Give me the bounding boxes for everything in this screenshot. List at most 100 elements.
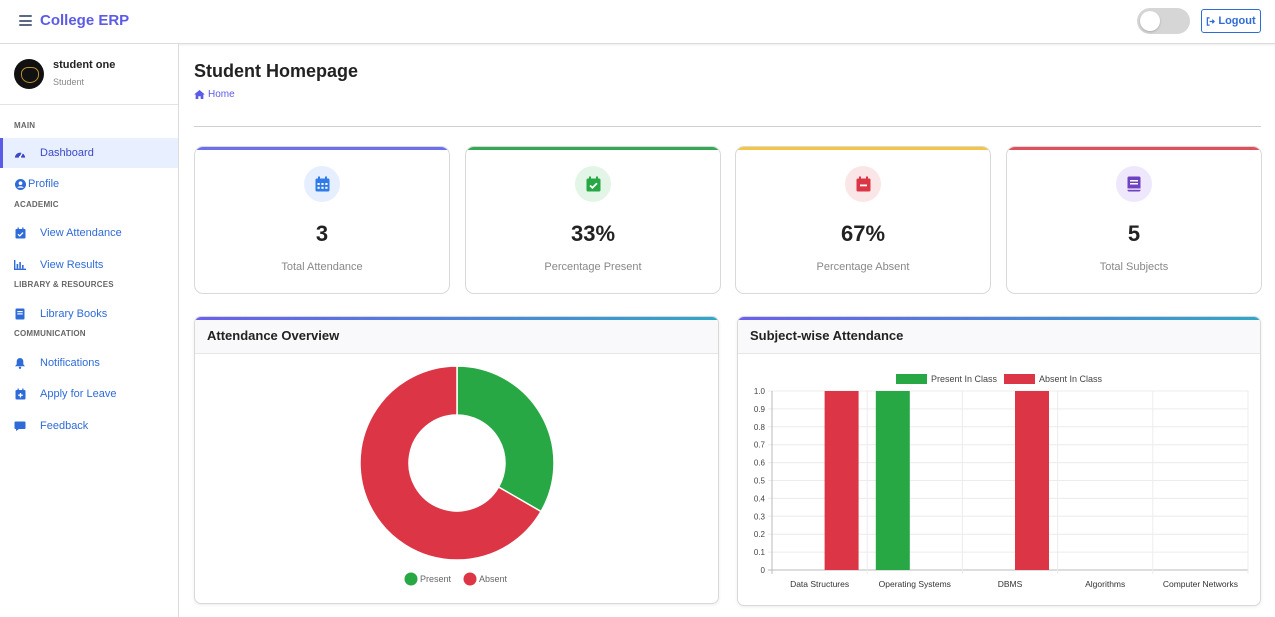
breadcrumb[interactable]: Home bbox=[194, 89, 235, 100]
sidebar-item-label: Apply for Leave bbox=[40, 388, 117, 400]
logout-label: Logout bbox=[1218, 15, 1256, 27]
y-tick-label: 0.2 bbox=[754, 530, 766, 539]
sidebar-item-label: Profile bbox=[28, 178, 60, 190]
stat-label: Percentage Present bbox=[544, 261, 642, 273]
section-main: MAIN bbox=[14, 121, 36, 130]
legend-label-absent: Absent bbox=[479, 574, 508, 584]
home-icon bbox=[194, 90, 205, 99]
section-library: LIBRARY & RESOURCES bbox=[14, 280, 114, 289]
x-tick-label: Operating Systems bbox=[879, 579, 951, 589]
breadcrumb-home: Home bbox=[208, 89, 235, 100]
pie-slice-present[interactable] bbox=[456, 365, 555, 513]
y-tick-label: 0 bbox=[761, 566, 766, 575]
section-academic: ACADEMIC bbox=[14, 200, 59, 209]
stat-value: 5 bbox=[1127, 221, 1141, 246]
y-tick-label: 1.0 bbox=[754, 387, 766, 396]
sidebar-item-view-attendance[interactable]: View Attendance bbox=[0, 218, 178, 248]
sidebar: student one Student MAIN Dashboard Profi… bbox=[0, 44, 179, 617]
pie-slice-absent[interactable] bbox=[359, 365, 543, 561]
legend-swatch-present-in-class bbox=[896, 374, 927, 384]
sign-out-icon bbox=[1207, 16, 1216, 26]
menu-icon[interactable] bbox=[19, 15, 32, 26]
calendar-plus-icon bbox=[14, 388, 26, 400]
sidebar-item-apply-for-leave[interactable]: Apply for Leave bbox=[0, 379, 178, 409]
user-panel: student one Student bbox=[0, 44, 178, 105]
stat-value: 3 bbox=[315, 221, 329, 246]
user-circle-icon bbox=[14, 178, 26, 190]
attendance-donut-chart: Present Absent bbox=[359, 365, 555, 586]
legend-swatch-absent-in-class bbox=[1004, 374, 1035, 384]
toggle-knob bbox=[1140, 11, 1160, 31]
sidebar-item-dashboard[interactable]: Dashboard bbox=[0, 138, 178, 168]
stat-card-percentage-present: 33% Percentage Present bbox=[465, 146, 721, 294]
calendar-check-icon bbox=[575, 166, 611, 202]
book-icon bbox=[14, 308, 26, 320]
y-tick-label: 0.7 bbox=[754, 441, 766, 450]
comment-icon bbox=[14, 420, 26, 432]
legend-label-absent-in-class: Absent In Class bbox=[1039, 374, 1103, 384]
sidebar-item-feedback[interactable]: Feedback bbox=[0, 411, 178, 441]
legend-swatch-absent bbox=[463, 572, 477, 586]
dashboard-icon bbox=[14, 147, 26, 159]
x-tick-label: Data Structures bbox=[790, 579, 849, 589]
sidebar-item-label: View Attendance bbox=[40, 227, 122, 239]
calendar-icon bbox=[304, 166, 340, 202]
x-tick-label: DBMS bbox=[998, 579, 1023, 589]
sidebar-item-view-results[interactable]: View Results bbox=[0, 250, 178, 280]
section-communication: COMMUNICATION bbox=[14, 329, 86, 338]
card-accent-bar bbox=[1007, 147, 1261, 150]
stat-value: 33% bbox=[570, 221, 616, 246]
bar-operating-systems-present-in-class[interactable] bbox=[875, 391, 910, 570]
divider bbox=[194, 126, 1261, 127]
stat-label: Percentage Absent bbox=[816, 261, 910, 273]
user-role: Student bbox=[53, 77, 85, 87]
card-accent-bar bbox=[736, 147, 990, 150]
page-title: Student Homepage bbox=[194, 61, 359, 81]
panel-title: Attendance Overview bbox=[207, 328, 340, 343]
sidebar-item-label: Notifications bbox=[40, 357, 100, 369]
x-tick-label: Algorithms bbox=[1085, 579, 1125, 589]
y-tick-label: 0.9 bbox=[754, 405, 766, 414]
y-tick-label: 0.5 bbox=[754, 477, 766, 486]
stat-value: 67% bbox=[840, 221, 886, 246]
top-navbar: College ERP Logout bbox=[0, 0, 1275, 44]
user-name: student one bbox=[53, 59, 116, 71]
main-content: Student Homepage Home 3 Total Attendance… bbox=[179, 44, 1275, 617]
y-tick-label: 0.8 bbox=[754, 423, 766, 432]
calendar-minus-icon bbox=[845, 166, 881, 202]
attendance-overview-panel: Attendance Overview Present Absent bbox=[194, 316, 719, 604]
book-icon bbox=[1116, 166, 1152, 202]
bell-icon bbox=[14, 357, 26, 369]
sidebar-item-library-books[interactable]: Library Books bbox=[0, 299, 178, 329]
subject-bar-chart: Present In Class Absent In Class 0 0.1 0.2 0.… bbox=[754, 374, 1249, 589]
stat-label: Total Subjects bbox=[1099, 261, 1169, 273]
legend-label-present-in-class: Present In Class bbox=[931, 374, 998, 384]
sidebar-item-label: View Results bbox=[40, 259, 104, 271]
sidebar-item-profile[interactable]: Profile bbox=[0, 169, 178, 199]
panel-header: Attendance Overview bbox=[195, 320, 718, 354]
calendar-check-icon bbox=[14, 227, 26, 239]
panel-title: Subject-wise Attendance bbox=[750, 328, 904, 343]
y-tick-label: 0.6 bbox=[754, 459, 766, 468]
bar-chart-icon bbox=[14, 259, 26, 271]
stat-card-total-attendance: 3 Total Attendance bbox=[194, 146, 450, 294]
x-tick-label: Computer Networks bbox=[1163, 579, 1238, 589]
panel-accent-bar bbox=[738, 317, 1260, 320]
sidebar-item-notifications[interactable]: Notifications bbox=[0, 348, 178, 378]
brand-title[interactable]: College ERP bbox=[40, 12, 130, 29]
theme-toggle[interactable] bbox=[1137, 8, 1190, 34]
y-tick-label: 0.3 bbox=[754, 512, 766, 521]
stat-label: Total Attendance bbox=[281, 261, 363, 273]
bar-dbms-absent-in-class[interactable] bbox=[1015, 391, 1049, 570]
sidebar-item-label: Feedback bbox=[40, 420, 89, 432]
bar-data-structures-absent-in-class[interactable] bbox=[824, 391, 859, 570]
panel-accent-bar bbox=[195, 317, 718, 320]
card-accent-bar bbox=[195, 147, 449, 150]
card-accent-bar bbox=[466, 147, 720, 150]
y-tick-label: 0.1 bbox=[754, 548, 766, 557]
subject-attendance-panel: Subject-wise Attendance Present In Class… bbox=[737, 316, 1261, 606]
sidebar-item-label: Library Books bbox=[40, 308, 108, 320]
logout-button[interactable]: Logout bbox=[1201, 9, 1261, 33]
stat-card-total-subjects: 5 Total Subjects bbox=[1006, 146, 1262, 294]
legend-label-present: Present bbox=[420, 574, 452, 584]
